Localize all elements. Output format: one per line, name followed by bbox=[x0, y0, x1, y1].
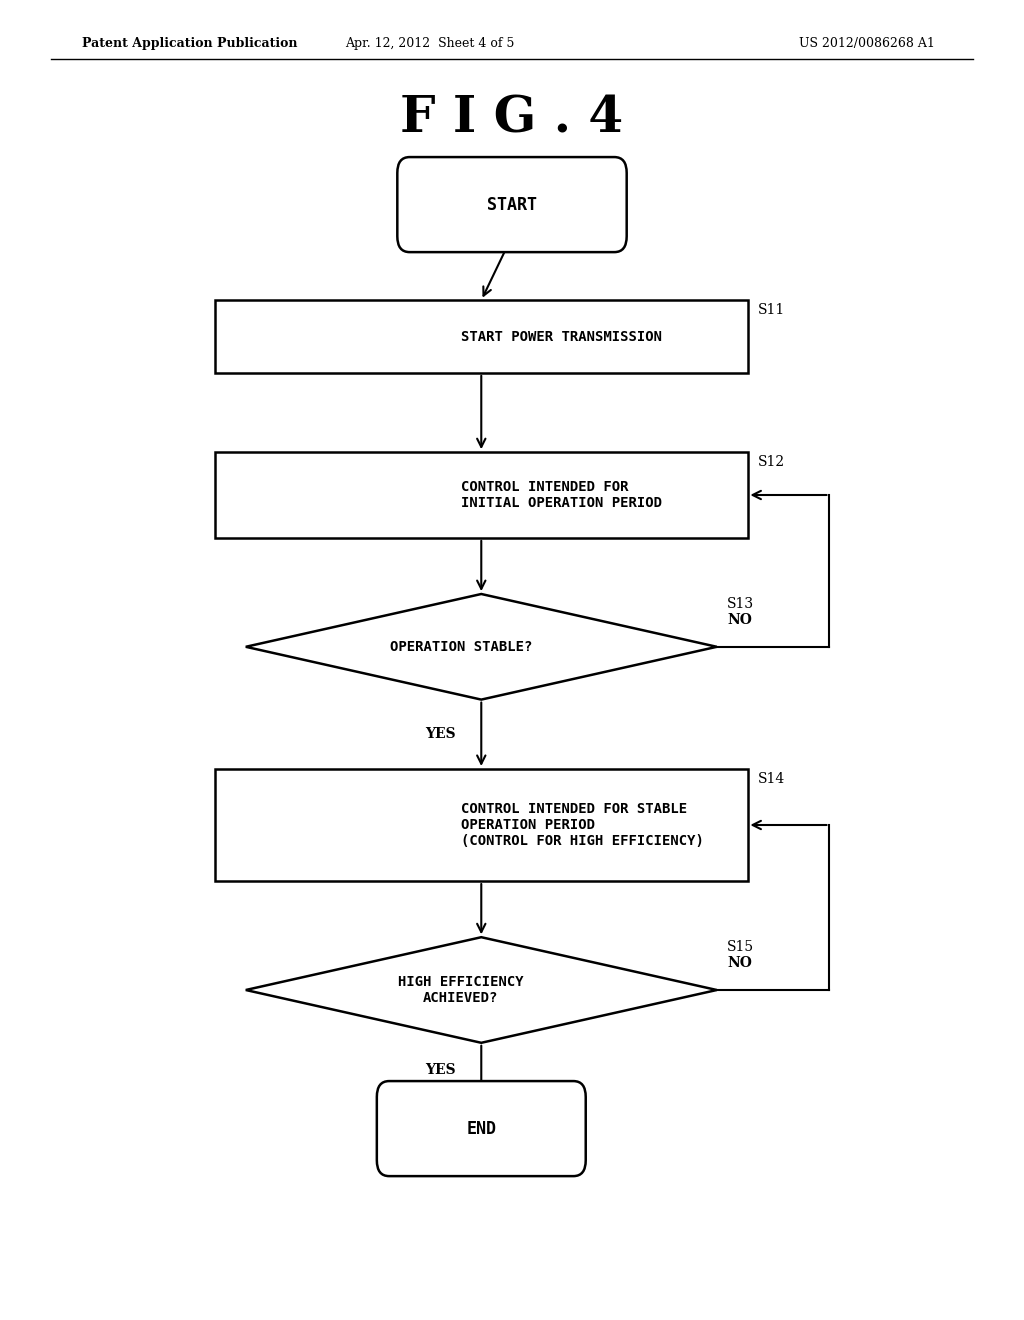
Text: END: END bbox=[466, 1119, 497, 1138]
Text: Patent Application Publication: Patent Application Publication bbox=[82, 37, 297, 50]
FancyBboxPatch shape bbox=[377, 1081, 586, 1176]
Text: F I G . 4: F I G . 4 bbox=[400, 94, 624, 144]
FancyBboxPatch shape bbox=[215, 768, 748, 882]
Text: YES: YES bbox=[425, 727, 456, 742]
Polygon shape bbox=[246, 594, 717, 700]
Text: YES: YES bbox=[425, 1063, 456, 1077]
Text: S14: S14 bbox=[758, 771, 785, 785]
Text: OPERATION STABLE?: OPERATION STABLE? bbox=[389, 640, 532, 653]
Text: Apr. 12, 2012  Sheet 4 of 5: Apr. 12, 2012 Sheet 4 of 5 bbox=[345, 37, 515, 50]
Text: CONTROL INTENDED FOR STABLE
OPERATION PERIOD
(CONTROL FOR HIGH EFFICIENCY): CONTROL INTENDED FOR STABLE OPERATION PE… bbox=[461, 801, 703, 849]
Polygon shape bbox=[246, 937, 717, 1043]
Text: S15: S15 bbox=[727, 940, 754, 954]
Text: S12: S12 bbox=[758, 454, 784, 469]
FancyBboxPatch shape bbox=[215, 451, 748, 539]
Text: START: START bbox=[487, 195, 537, 214]
Text: NO: NO bbox=[727, 612, 752, 627]
Text: S11: S11 bbox=[758, 304, 785, 317]
FancyBboxPatch shape bbox=[397, 157, 627, 252]
Text: US 2012/0086268 A1: US 2012/0086268 A1 bbox=[799, 37, 935, 50]
Text: S13: S13 bbox=[727, 597, 754, 611]
Text: CONTROL INTENDED FOR
INITIAL OPERATION PERIOD: CONTROL INTENDED FOR INITIAL OPERATION P… bbox=[461, 480, 662, 510]
Text: NO: NO bbox=[727, 956, 752, 970]
FancyBboxPatch shape bbox=[215, 300, 748, 372]
Text: HIGH EFFICIENCY
ACHIEVED?: HIGH EFFICIENCY ACHIEVED? bbox=[398, 975, 523, 1005]
Text: START POWER TRANSMISSION: START POWER TRANSMISSION bbox=[461, 330, 662, 343]
